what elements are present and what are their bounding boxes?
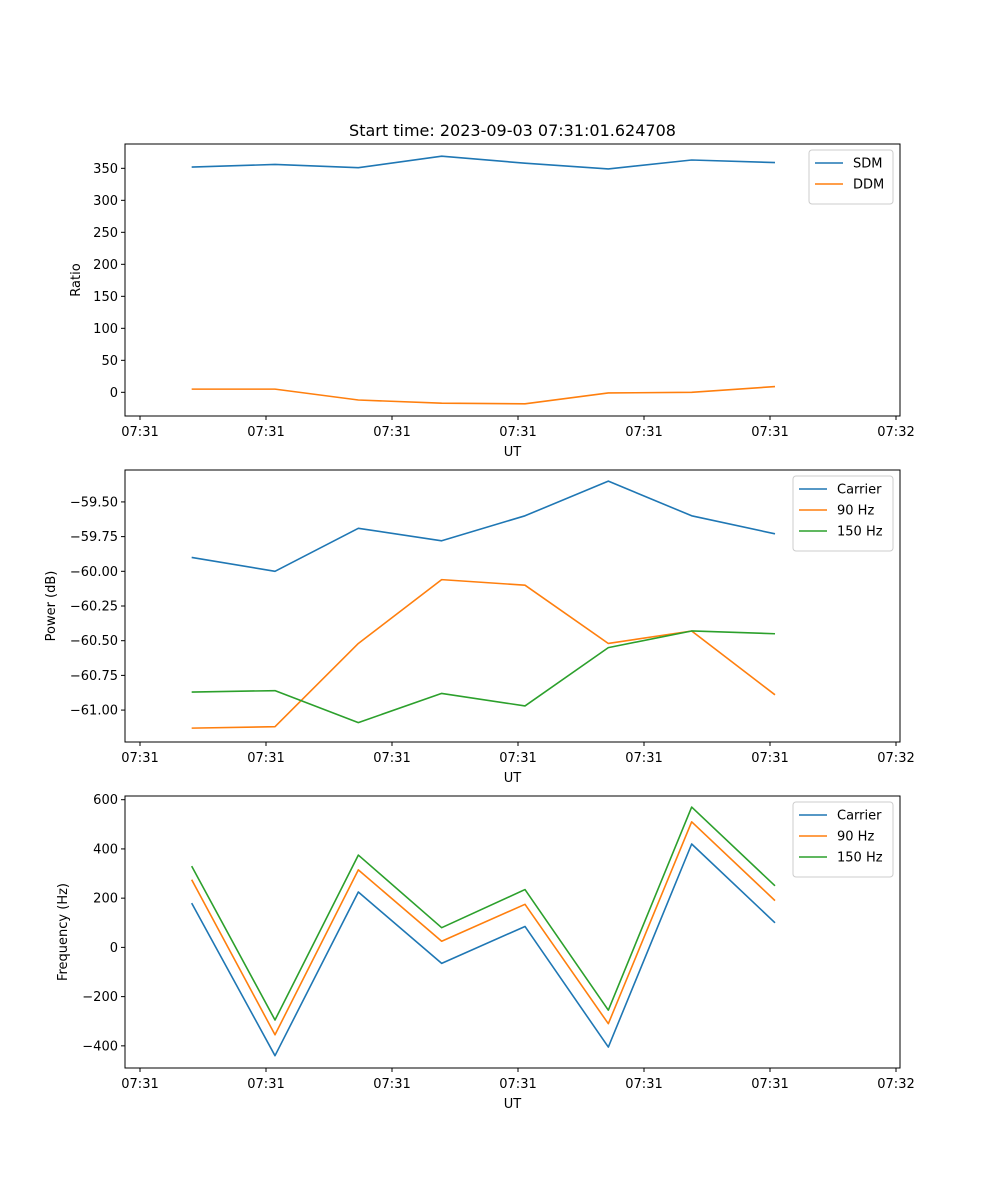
series-line-carrier	[191, 480, 776, 573]
series-line-150-hz	[190, 806, 776, 1021]
y-axis-label: Frequency (Hz)	[56, 883, 71, 981]
y-tick-label: −61.00	[70, 704, 118, 719]
chart-panel-2: 07:31 07:31 07:31 07:31 07:31 07:31 07:32 −61.0…	[44, 469, 915, 786]
y-tick-label: −60.25	[70, 600, 118, 615]
x-tick-label: 07:31	[625, 1077, 662, 1092]
legend-box	[792, 475, 894, 552]
chart-panel-3: 07:31 07:31 07:31 07:31 07:31 07:31 07:32 −400 −…	[56, 793, 915, 1112]
legend-label-150-hz: 150 Hz	[837, 851, 883, 866]
x-tick-label: 07:31	[373, 751, 410, 766]
y-tick-label: 50	[101, 354, 118, 369]
legend-label-ddm: DDM	[853, 178, 884, 193]
x-tick-label: 07:31	[625, 425, 662, 440]
y-tick-label: 200	[93, 258, 118, 273]
legend-label-90-hz: 90 Hz	[837, 504, 874, 519]
series-line-ddm	[191, 385, 776, 405]
axes-frame	[124, 795, 901, 1069]
y-tick-label: 600	[93, 793, 118, 808]
x-tick-label: 07:31	[373, 425, 410, 440]
x-tick-label: 07:31	[625, 751, 662, 766]
y-tick-label: −60.00	[70, 565, 118, 580]
legend-label-90-hz: 90 Hz	[837, 830, 874, 845]
plot-area	[125, 470, 900, 742]
y-tick-label: 300	[93, 194, 118, 209]
legend: Carrier 90 Hz 150 Hz	[792, 801, 894, 878]
x-tick-label: 07:31	[373, 1077, 410, 1092]
legend-label-sdm: SDM	[853, 157, 882, 172]
x-axis-label: UT	[504, 771, 522, 786]
x-tick-label: 07:31	[247, 751, 284, 766]
y-tick-label: −59.75	[70, 530, 118, 545]
axes-frame	[124, 143, 901, 417]
series-line-sdm	[191, 155, 776, 170]
legend-label-150-hz: 150 Hz	[837, 525, 883, 540]
chart-title: Start time: 2023-09-03 07:31:01.624708	[349, 121, 676, 140]
plot-area	[125, 144, 900, 416]
x-tick-label: 07:32	[877, 751, 914, 766]
legend: Carrier 90 Hz 150 Hz	[792, 475, 894, 552]
series-line-150-hz	[191, 630, 776, 724]
x-tick-label: 07:31	[121, 1077, 158, 1092]
x-tick-label: 07:31	[751, 425, 788, 440]
y-tick-label: 150	[93, 290, 118, 305]
x-tick-label: 07:31	[751, 751, 788, 766]
x-axis-label: UT	[504, 445, 522, 460]
y-tick-label: 400	[93, 842, 118, 857]
y-tick-label: 0	[110, 386, 118, 401]
x-tick-label: 07:31	[499, 1077, 536, 1092]
x-tick-label: 07:32	[877, 1077, 914, 1092]
y-tick-label: −59.50	[70, 495, 118, 510]
y-tick-label: 350	[93, 162, 118, 177]
y-tick-label: 0	[110, 941, 118, 956]
x-tick-label: 07:32	[877, 425, 914, 440]
legend-label-carrier: Carrier	[837, 483, 882, 498]
y-tick-label: 200	[93, 892, 118, 907]
chart-panel-1: 07:31 07:31 07:31 07:31 07:31 07:31 07:32 0 50 10…	[69, 121, 915, 460]
legend: SDM DDM	[808, 149, 894, 205]
series-line-90-hz	[190, 821, 776, 1036]
x-tick-label: 07:31	[751, 1077, 788, 1092]
x-tick-label: 07:31	[499, 425, 536, 440]
y-tick-label: 100	[93, 322, 118, 337]
x-tick-label: 07:31	[247, 1077, 284, 1092]
y-tick-label: −400	[82, 1039, 118, 1054]
y-axis-label: Power (dB)	[44, 571, 59, 642]
series-line-carrier	[190, 843, 776, 1057]
x-tick-label: 07:31	[247, 425, 284, 440]
x-tick-label: 07:31	[121, 751, 158, 766]
x-tick-label: 07:31	[121, 425, 158, 440]
y-tick-label: −200	[82, 990, 118, 1005]
legend-label-carrier: Carrier	[837, 809, 882, 824]
legend-box	[792, 801, 894, 878]
y-tick-label: −60.50	[70, 634, 118, 649]
y-axis-label: Ratio	[69, 263, 84, 296]
y-tick-label: −60.75	[70, 669, 118, 684]
x-axis-label: UT	[504, 1097, 522, 1112]
y-tick-label: 250	[93, 226, 118, 241]
x-tick-label: 07:31	[499, 751, 536, 766]
